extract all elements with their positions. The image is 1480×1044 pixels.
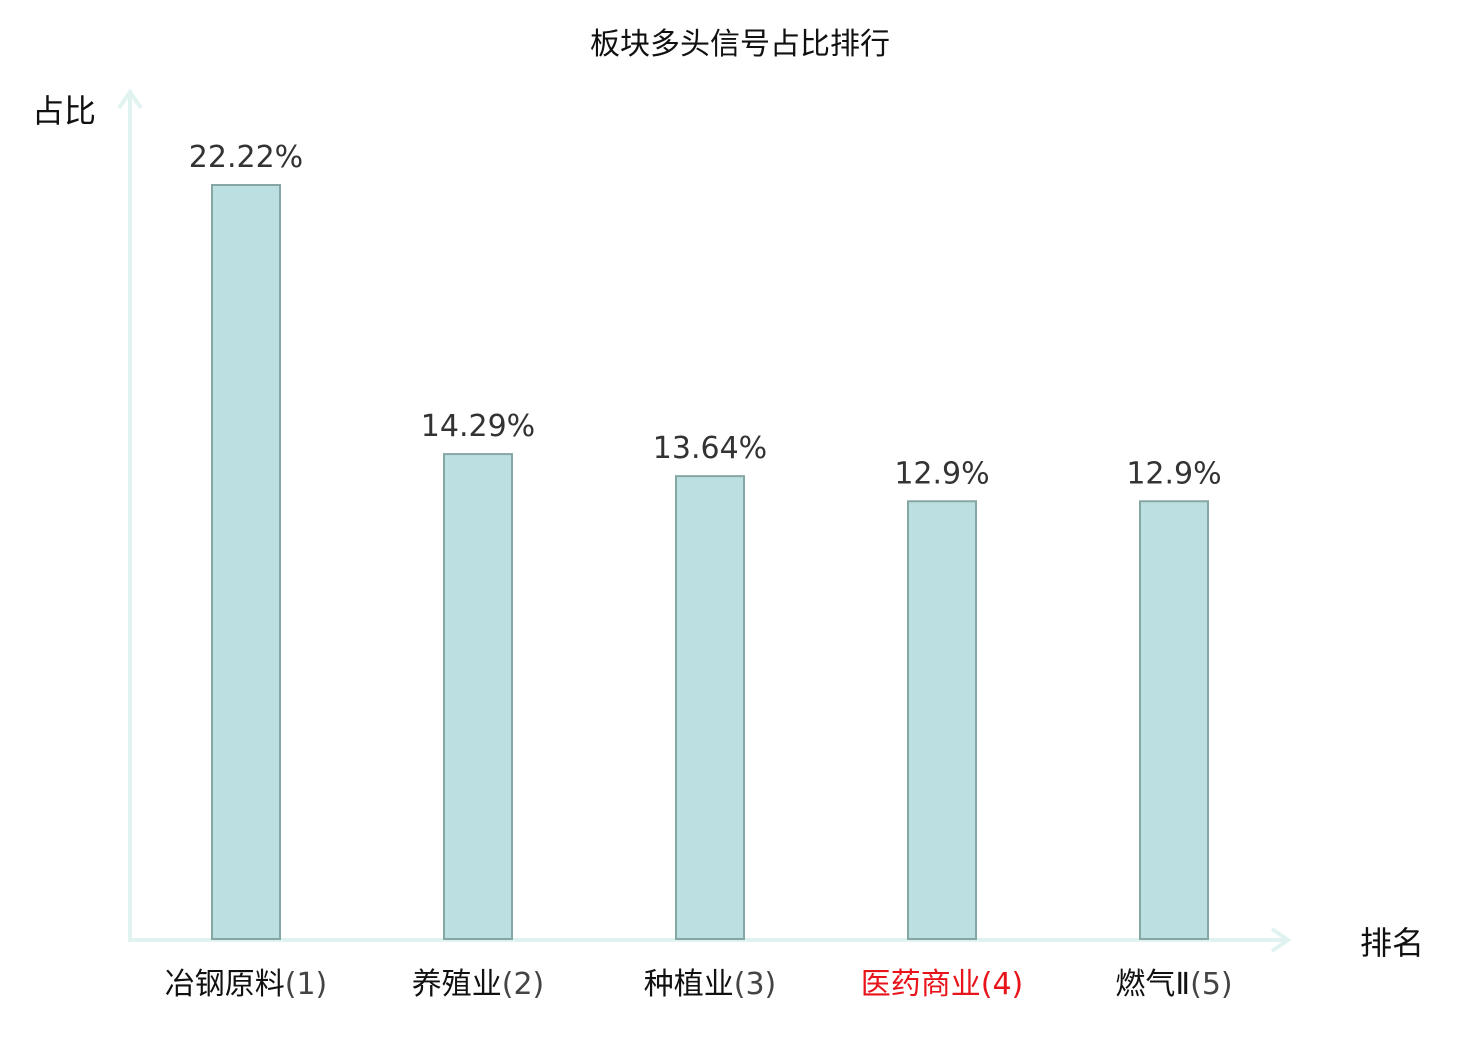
- category-rank: (2): [502, 967, 545, 1002]
- category-labels-group: 冶钢原料(1) 养殖业(2) 种植业(3) 医药商业(4) 燃气Ⅱ(5): [165, 967, 1233, 1002]
- bars-group: [211, 184, 1209, 940]
- value-label-3: 13.64%: [653, 431, 767, 466]
- category-rank: (1): [285, 967, 328, 1002]
- bar-1: [211, 184, 281, 940]
- category-name: 冶钢原料: [165, 967, 285, 1002]
- bar-3: [675, 475, 745, 940]
- y-axis-label: 占比: [32, 92, 96, 130]
- category-name: 医药商业: [861, 967, 981, 1002]
- category-name: 燃气Ⅱ: [1115, 967, 1190, 1002]
- value-label-4: 12.9%: [894, 456, 989, 491]
- category-label-5: 燃气Ⅱ(5): [1115, 967, 1232, 1002]
- category-label-2: 养殖业(2): [412, 967, 545, 1002]
- category-rank: (3): [734, 967, 777, 1002]
- category-label-4: 医药商业(4): [861, 967, 1024, 1002]
- bar-5: [1139, 500, 1209, 940]
- chart-title: 板块多头信号占比排行: [590, 27, 890, 62]
- category-rank: (4): [981, 967, 1024, 1002]
- value-label-2: 14.29%: [421, 409, 535, 444]
- x-axis-label: 排名: [1360, 924, 1424, 962]
- value-labels-group: 22.22% 14.29% 13.64% 12.9% 12.9%: [189, 140, 1222, 491]
- category-name: 种植业: [644, 967, 734, 1002]
- x-axis-arrow-icon: [1270, 927, 1292, 953]
- category-label-1: 冶钢原料(1): [165, 967, 328, 1002]
- category-label-3: 种植业(3): [644, 967, 777, 1002]
- bar-4: [907, 500, 977, 940]
- value-label-5: 12.9%: [1126, 456, 1221, 491]
- category-rank: (5): [1190, 967, 1233, 1002]
- y-axis-arrow-icon: [117, 88, 143, 110]
- category-name: 养殖业: [412, 967, 502, 1002]
- bar-2: [443, 453, 513, 940]
- value-label-1: 22.22%: [189, 140, 303, 175]
